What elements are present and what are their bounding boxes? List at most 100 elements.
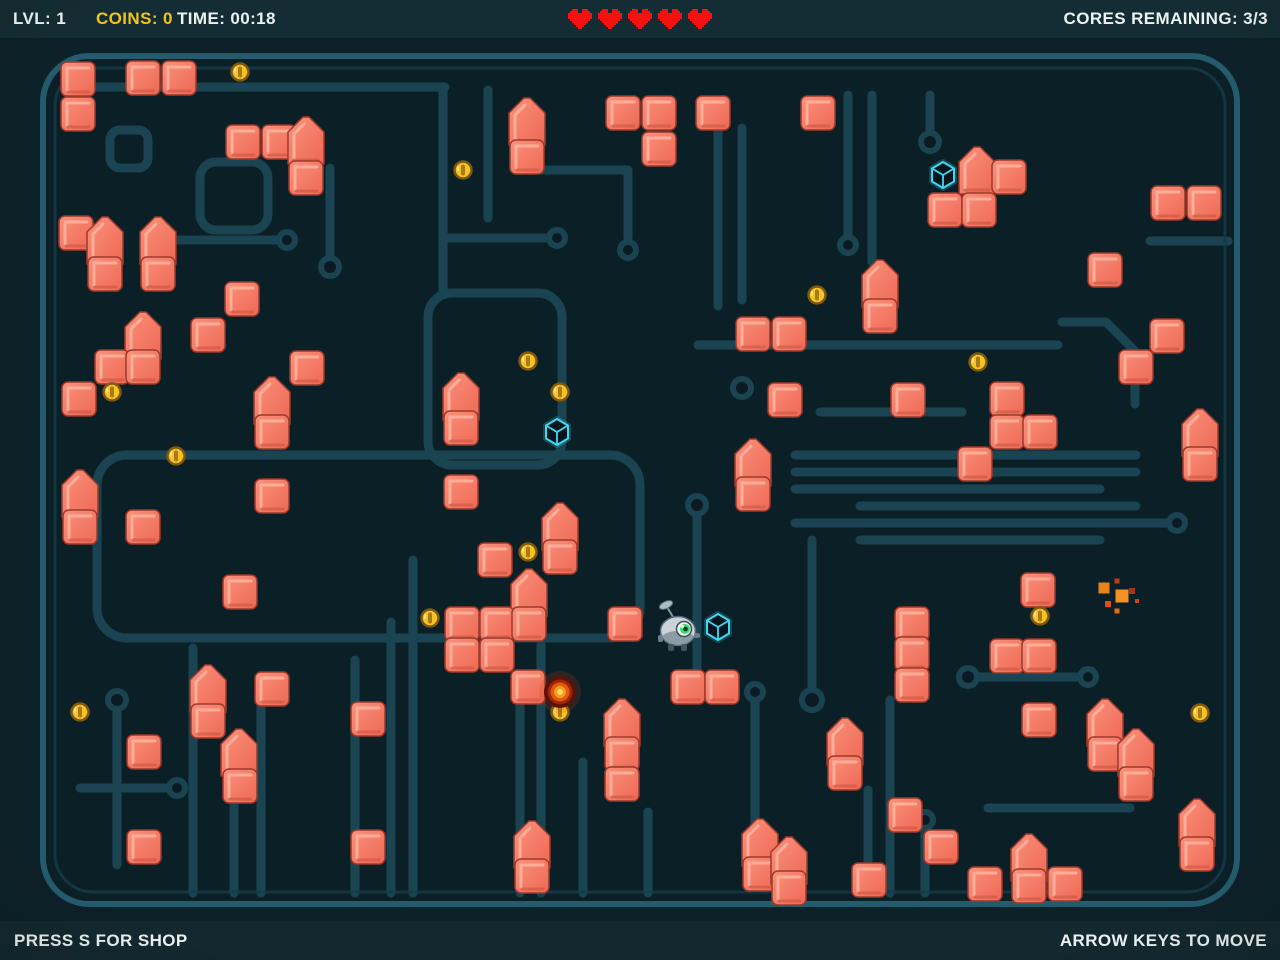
coin — [230, 62, 250, 82]
wall-block — [827, 755, 863, 791]
wall-block — [542, 539, 578, 575]
circuit-node — [837, 234, 859, 256]
spark-particle — [1115, 589, 1129, 603]
wall-block — [1022, 414, 1058, 450]
circuit-node — [166, 777, 188, 799]
wall-block — [443, 410, 479, 446]
wall-block — [1047, 866, 1083, 902]
wall-block — [604, 766, 640, 802]
wall-block — [605, 95, 641, 131]
circuit-node — [105, 688, 129, 712]
wall-block — [894, 636, 930, 672]
wall-block — [254, 414, 290, 450]
circuit-node — [918, 130, 942, 154]
coin — [102, 382, 122, 402]
wall-block — [477, 542, 513, 578]
wall-block — [1087, 736, 1123, 772]
wall-block — [641, 131, 677, 167]
enemy-orb — [539, 671, 581, 713]
wall-block — [289, 350, 325, 386]
wall-block — [443, 474, 479, 510]
wall-block — [254, 478, 290, 514]
spark-particle — [1114, 608, 1120, 614]
top-hud-bar: LVL: 1 COINS: 0 TIME: 00:18 CORES REMAIN… — [0, 0, 1280, 38]
circuit-node — [276, 229, 298, 251]
wall-block — [444, 606, 480, 642]
cores-remaining: CORES REMAINING: 3/3 — [1063, 9, 1268, 28]
wall-block — [989, 381, 1025, 417]
wall-block — [1149, 318, 1185, 354]
wall-block — [60, 61, 96, 97]
wall-block — [1182, 446, 1218, 482]
wall-block — [511, 606, 547, 642]
circuit-node — [546, 227, 568, 249]
wall-block — [62, 509, 98, 545]
wall-block — [767, 382, 803, 418]
wall-block — [254, 671, 290, 707]
bottom-hud-bar: PRESS S FOR SHOP ARROW KEYS TO MOVE — [0, 921, 1280, 960]
wall-block — [87, 256, 123, 292]
coin — [420, 608, 440, 628]
wall-block — [1186, 185, 1222, 221]
coin — [70, 702, 90, 722]
wall-block — [479, 637, 515, 673]
wall-block — [851, 862, 887, 898]
wall-block — [927, 192, 963, 228]
spark-particle — [1105, 601, 1111, 607]
spark-particle — [1129, 588, 1135, 594]
coin — [807, 285, 827, 305]
wall-block — [1150, 185, 1186, 221]
wall-block — [350, 829, 386, 865]
wall-block — [735, 476, 771, 512]
wall-block — [1118, 766, 1154, 802]
wall-block — [957, 446, 993, 482]
spark-particle — [1114, 578, 1120, 584]
wall-block — [125, 509, 161, 545]
wall-block — [991, 159, 1027, 195]
wall-block — [514, 858, 550, 894]
energy-core — [543, 416, 571, 448]
wall-block — [989, 414, 1025, 450]
wall-block — [224, 281, 260, 317]
circuit-node — [730, 376, 754, 400]
wall-block — [350, 701, 386, 737]
wall-block — [1020, 572, 1056, 608]
wall-block — [800, 95, 836, 131]
coin — [453, 160, 473, 180]
wall-block — [60, 96, 96, 132]
wall-block — [961, 192, 997, 228]
heart-icon — [598, 9, 622, 29]
wall-block — [1021, 702, 1057, 738]
wall-block — [670, 669, 706, 705]
circuit-node — [1077, 666, 1099, 688]
heart-icon — [628, 9, 652, 29]
coin — [968, 352, 988, 372]
circuit-node — [1166, 512, 1188, 534]
wall-block — [1087, 252, 1123, 288]
wall-block — [222, 574, 258, 610]
heart-icon — [568, 9, 592, 29]
wall-block — [509, 139, 545, 175]
wall-block — [1118, 349, 1154, 385]
wall-block — [125, 349, 161, 385]
circuit-node — [617, 239, 639, 261]
wall-block — [1021, 638, 1057, 674]
circuit-node — [956, 665, 980, 689]
wall-block — [94, 349, 130, 385]
wall-block — [887, 797, 923, 833]
energy-core — [929, 159, 957, 191]
wall-block — [862, 298, 898, 334]
coin — [166, 446, 186, 466]
wall-block — [604, 736, 640, 772]
energy-core — [704, 611, 732, 643]
wall-block — [222, 768, 258, 804]
wall-block — [61, 381, 97, 417]
wall-block — [704, 669, 740, 705]
wall-block — [140, 256, 176, 292]
wall-block — [894, 606, 930, 642]
wall-block — [894, 667, 930, 703]
spark-particle — [1135, 599, 1139, 603]
wall-block — [641, 95, 677, 131]
wall-block — [890, 382, 926, 418]
